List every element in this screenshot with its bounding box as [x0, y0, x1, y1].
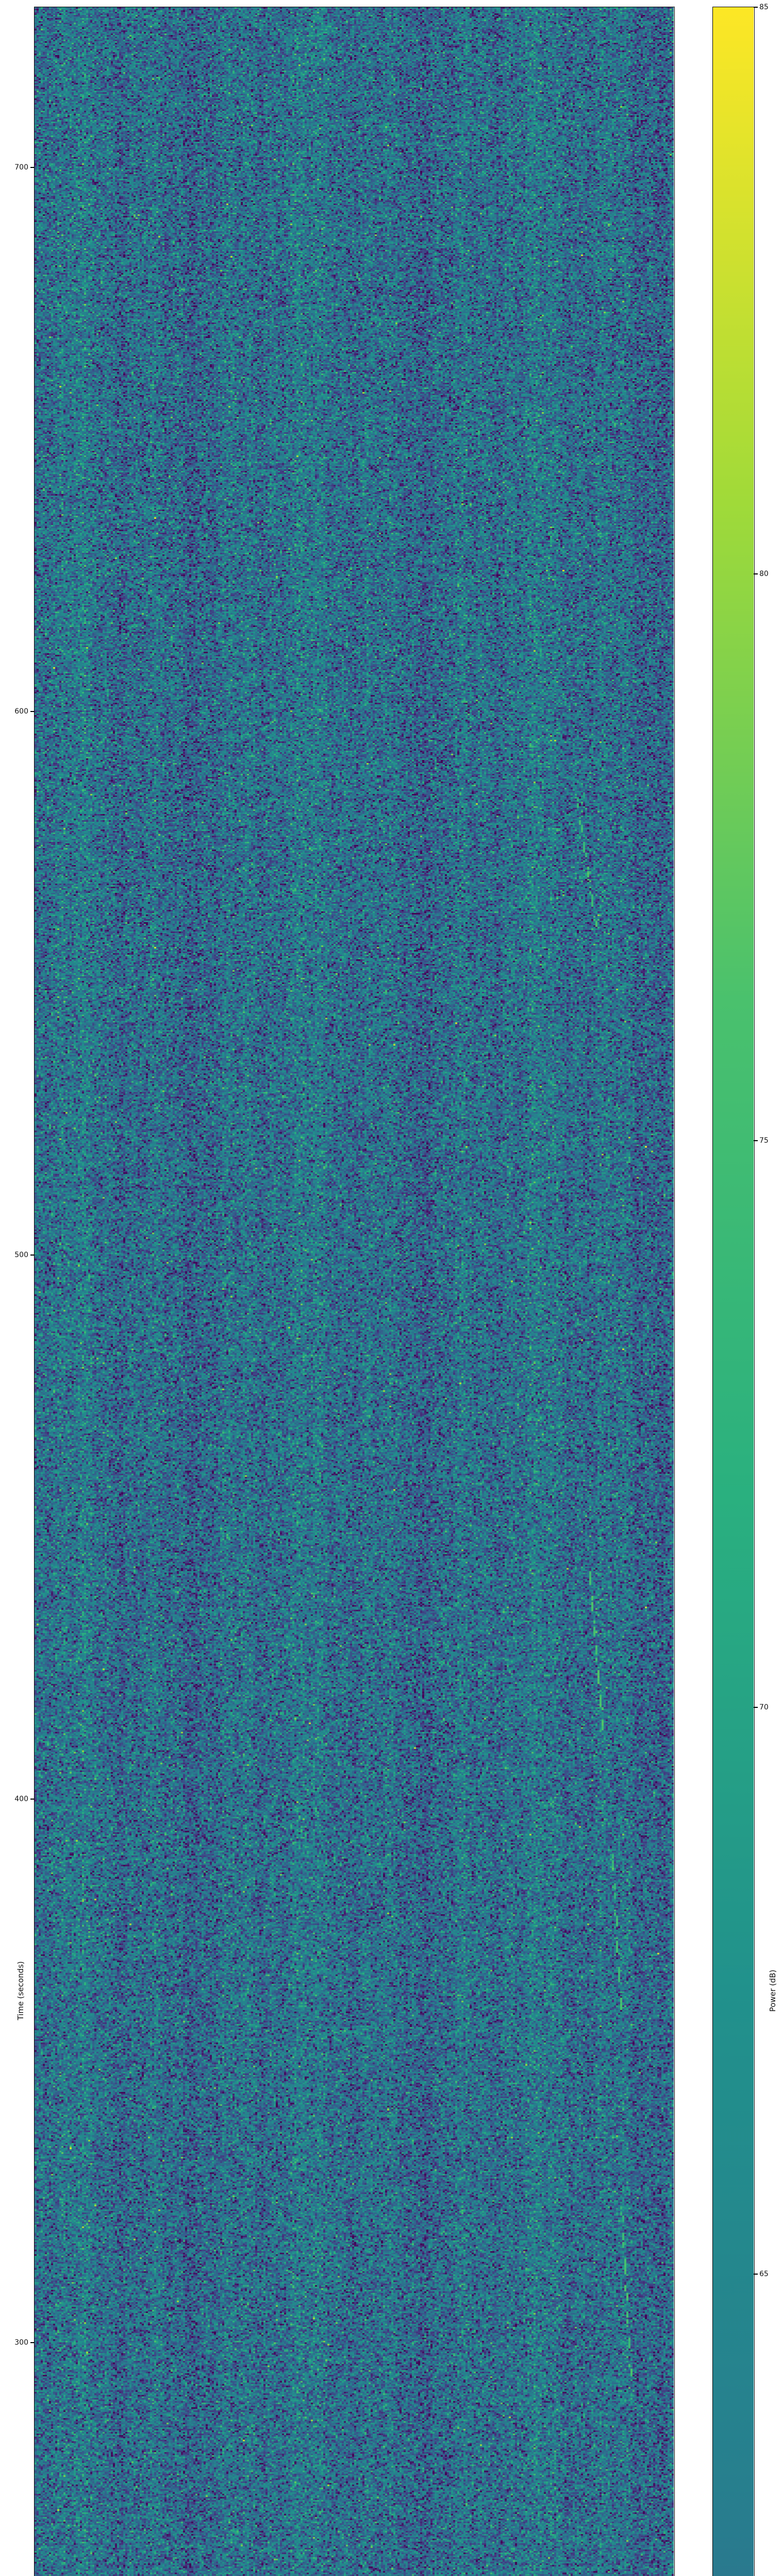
y-tick-label: 400	[14, 1794, 28, 1803]
y-tick-label: 500	[14, 1251, 28, 1260]
colorbar-tick-mark	[754, 2274, 758, 2275]
colorbar-tick-label: 65	[759, 2270, 769, 2278]
y-tick-mark	[30, 710, 35, 712]
y-tick-mark	[30, 167, 35, 168]
colorbar-tick-label: 80	[759, 570, 769, 578]
colorbar-tick-label: 70	[759, 1703, 769, 1711]
spectrogram-canvas	[35, 7, 674, 2576]
colorbar-tick-mark	[754, 1707, 758, 1708]
colorbar-label: Power (dB)	[768, 1970, 777, 2012]
y-tick-mark	[30, 2342, 35, 2344]
y-tick-label: 300	[14, 2338, 28, 2347]
y-tick-label: 600	[14, 707, 28, 716]
colorbar-gradient	[713, 7, 754, 2576]
y-tick-label: 700	[14, 163, 28, 172]
y-axis-label: Time (seconds)	[16, 1961, 25, 2021]
colorbar-tick-mark	[754, 1140, 758, 1141]
colorbar-tick-label: 85	[759, 3, 769, 11]
colorbar-tick-mark	[754, 7, 758, 8]
y-tick-mark	[30, 1798, 35, 1800]
colorbar-tick-mark	[754, 573, 758, 574]
colorbar-tick-label: 75	[759, 1137, 769, 1145]
y-tick-mark	[30, 1255, 35, 1256]
